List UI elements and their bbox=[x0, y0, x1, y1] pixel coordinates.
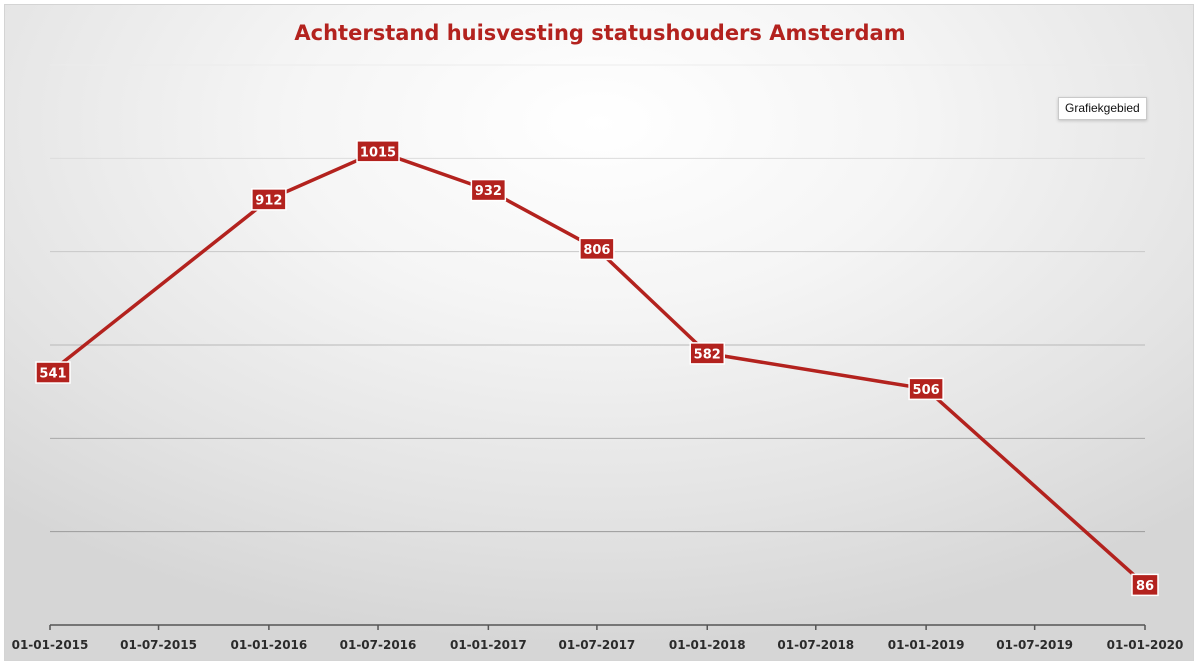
x-tick-label: 01-07-2016 bbox=[340, 638, 417, 652]
data-label-box bbox=[35, 361, 71, 384]
x-tick-label: 01-01-2017 bbox=[450, 638, 527, 652]
x-tick-label: 01-01-2015 bbox=[12, 638, 89, 652]
data-label-value: 932 bbox=[475, 184, 502, 199]
data-label-box bbox=[908, 377, 944, 401]
data-label-value: 541 bbox=[39, 367, 66, 382]
data-label: 506 bbox=[908, 377, 944, 401]
data-label-box bbox=[470, 178, 507, 202]
chart-area-tooltip: Grafiekgebied bbox=[1058, 97, 1147, 120]
data-label: 1015 bbox=[356, 140, 400, 163]
data-label-value: 582 bbox=[694, 347, 721, 362]
x-tick-label: 01-01-2020 bbox=[1107, 638, 1184, 652]
x-tick-label: 01-01-2018 bbox=[669, 638, 746, 652]
series-line-layer bbox=[47, 148, 1148, 588]
data-label: 932 bbox=[470, 178, 507, 202]
data-label-box bbox=[356, 140, 400, 163]
data-label-box bbox=[579, 237, 615, 261]
x-tick-label: 01-07-2015 bbox=[120, 638, 197, 652]
chart-area[interactable] bbox=[4, 4, 1194, 661]
x-axis: 01-01-2015 01-07-2015 01-01-2016 01-07-2016… bbox=[12, 624, 1184, 652]
data-label: 912 bbox=[251, 188, 287, 211]
data-label-value: 1015 bbox=[360, 145, 396, 160]
data-label-value: 506 bbox=[913, 383, 940, 398]
data-label-value: 86 bbox=[1136, 579, 1154, 594]
data-label-value: 912 bbox=[255, 193, 282, 208]
data-label: 541 bbox=[35, 361, 71, 384]
x-tick-label: 01-01-2019 bbox=[888, 638, 965, 652]
x-tick-label: 01-07-2019 bbox=[996, 638, 1073, 652]
data-label-box bbox=[689, 342, 725, 365]
data-label-box bbox=[251, 188, 287, 211]
x-tick-label: 01-01-2016 bbox=[230, 638, 307, 652]
gridlines bbox=[50, 64, 1145, 533]
data-label-value: 806 bbox=[583, 243, 610, 258]
data-label: 582 bbox=[689, 342, 725, 365]
data-label: 86 bbox=[1131, 573, 1159, 597]
chart-title: Achterstand huisvesting statushouders Am… bbox=[294, 21, 905, 45]
data-label: 806 bbox=[579, 237, 615, 261]
x-tick-label: 01-07-2017 bbox=[559, 638, 636, 652]
data-label-box bbox=[1131, 573, 1159, 597]
data-labels: 541 912 1015 932 806 582 506 86 bbox=[35, 140, 1159, 597]
x-tick-label: 01-07-2018 bbox=[777, 638, 854, 652]
series-line bbox=[48, 149, 1147, 587]
